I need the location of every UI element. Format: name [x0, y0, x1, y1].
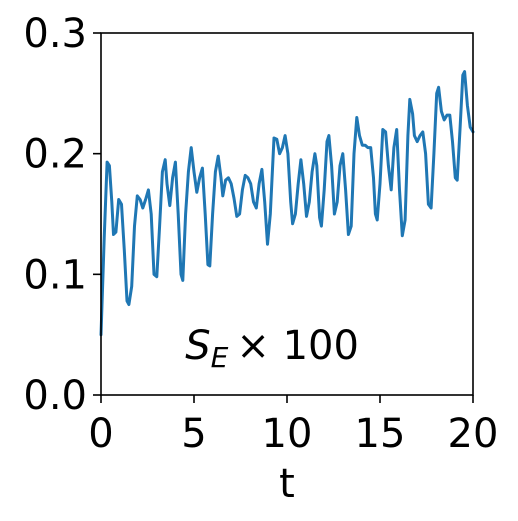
x-tick-label: 10 — [262, 411, 313, 457]
y-tick-label: 0.0 — [23, 373, 87, 419]
annotation-suffix: × 100 — [236, 323, 359, 369]
x-tick-label: 20 — [448, 411, 499, 457]
x-tick-label: 0 — [88, 411, 113, 457]
series-line — [99, 70, 475, 337]
annotation-symbol: S — [185, 323, 210, 369]
y-axis-ticks: 0.0 0.1 0.2 0.3 — [23, 11, 101, 419]
x-tick-label: 5 — [181, 411, 206, 457]
x-axis-ticks: 0 5 10 15 20 — [88, 395, 498, 457]
x-axis-label: t — [279, 461, 295, 507]
annotation-subscript: E — [211, 341, 229, 374]
y-tick-label: 0.2 — [23, 132, 87, 178]
x-tick-label: 15 — [355, 411, 406, 457]
chart-annotation: SE × 100 — [185, 323, 359, 374]
y-tick-label: 0.1 — [23, 252, 87, 298]
y-tick-label: 0.3 — [23, 11, 87, 57]
